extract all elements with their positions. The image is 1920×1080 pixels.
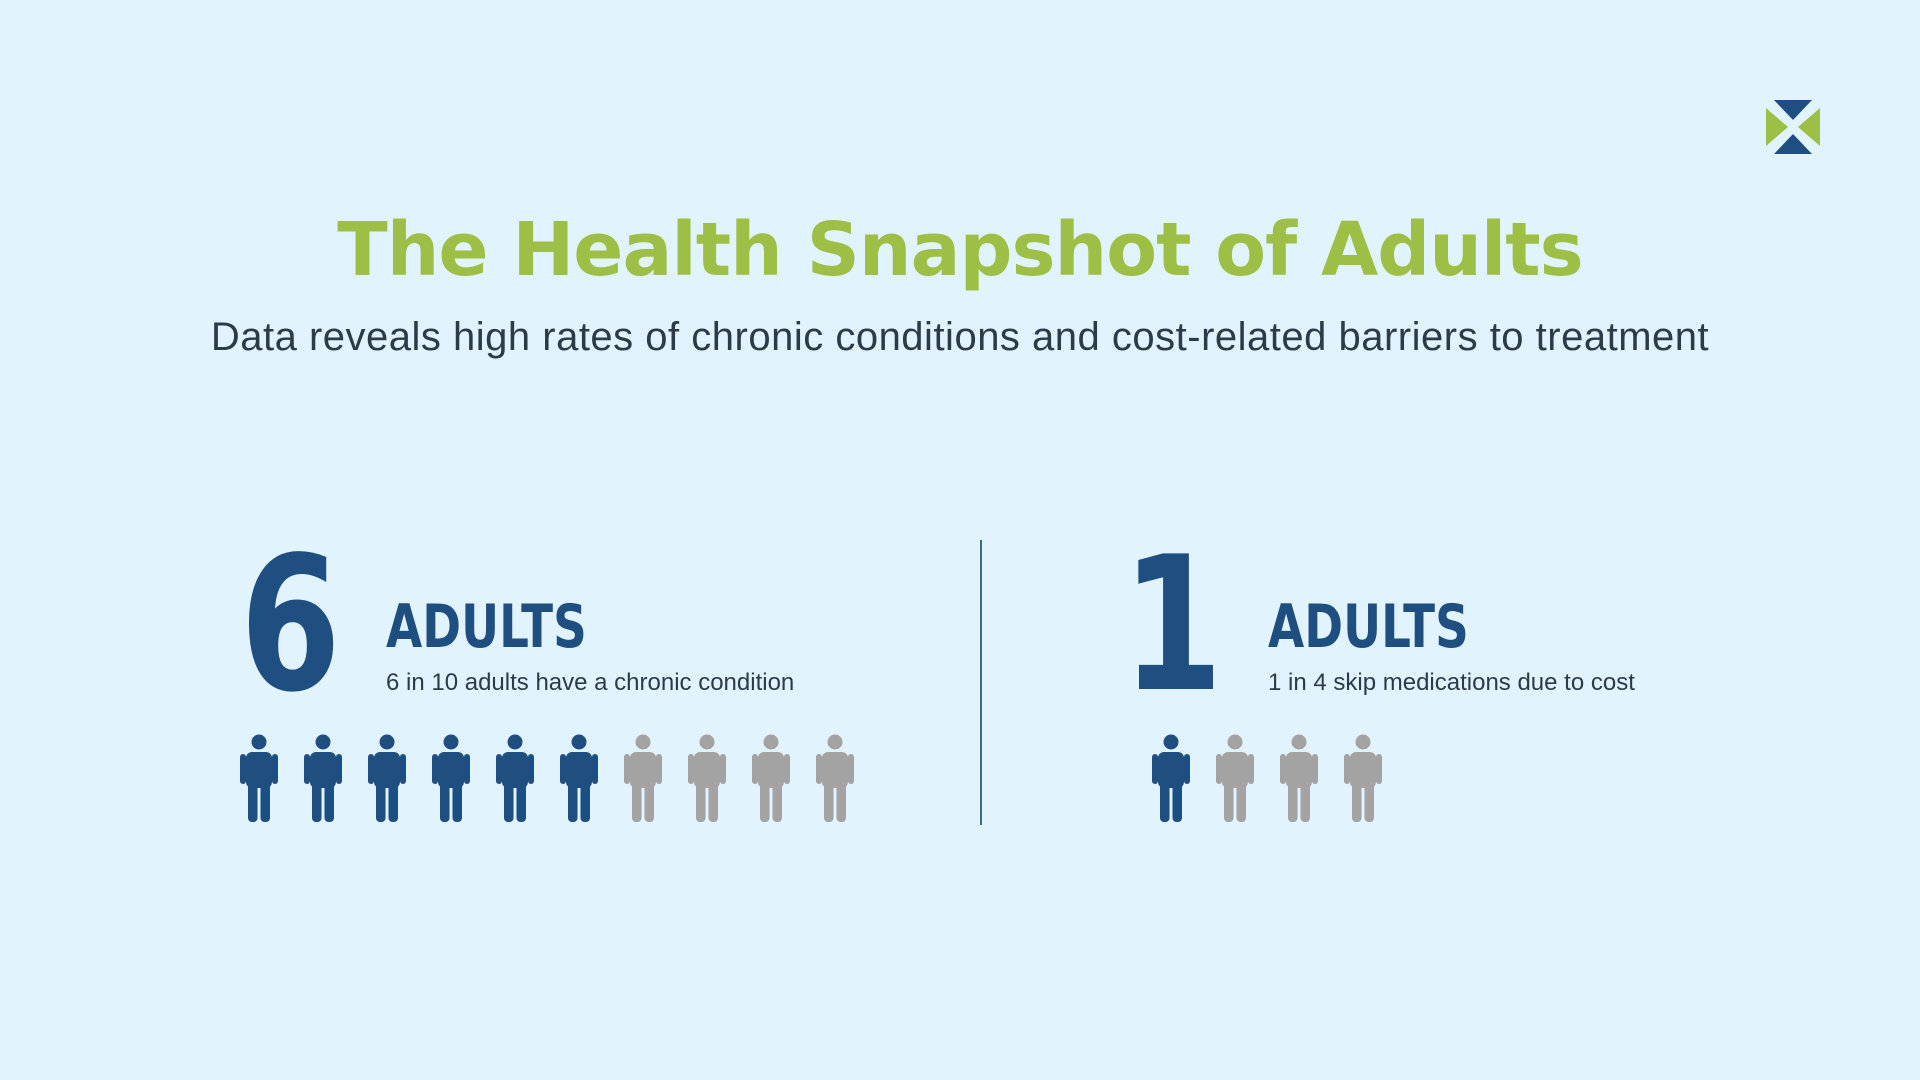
person-icon-row <box>1152 734 1408 824</box>
person-icon-filled <box>368 734 406 822</box>
person-icon-empty <box>1344 734 1382 822</box>
stat-description: 6 in 10 adults have a chronic condition <box>386 669 795 696</box>
person-icon-empty <box>1216 734 1254 822</box>
person-icon-empty <box>624 734 662 822</box>
person-icon-filled <box>496 734 534 822</box>
divider <box>980 540 982 825</box>
x-logo-icon <box>1766 100 1820 154</box>
person-icon-filled <box>240 734 278 822</box>
stat-description: 1 in 4 skip medications due to cost <box>1268 669 1635 696</box>
stat-chronic-condition: 6 ADULTS 6 in 10 adults have a chronic c… <box>240 516 880 840</box>
stat-number: 6 <box>240 516 341 733</box>
person-icon-filled <box>560 734 598 822</box>
stat-number: 1 <box>1122 516 1223 733</box>
person-icon-empty <box>816 734 854 822</box>
person-icon-empty <box>688 734 726 822</box>
person-icon-filled <box>304 734 342 822</box>
page-subtitle: Data reveals high rates of chronic condi… <box>210 315 1710 359</box>
page-title: The Health Snapshot of Adults <box>337 207 1583 293</box>
person-icon-empty <box>752 734 790 822</box>
person-icon-filled <box>432 734 470 822</box>
person-icon-filled <box>1152 734 1190 822</box>
stat-label: ADULTS <box>1268 592 1469 662</box>
stat-label: ADULTS <box>386 592 587 662</box>
stat-skip-medications: 1 ADULTS 1 in 4 skip medications due to … <box>1122 516 1762 840</box>
person-icon-row <box>240 734 880 824</box>
person-icon-empty <box>1280 734 1318 822</box>
